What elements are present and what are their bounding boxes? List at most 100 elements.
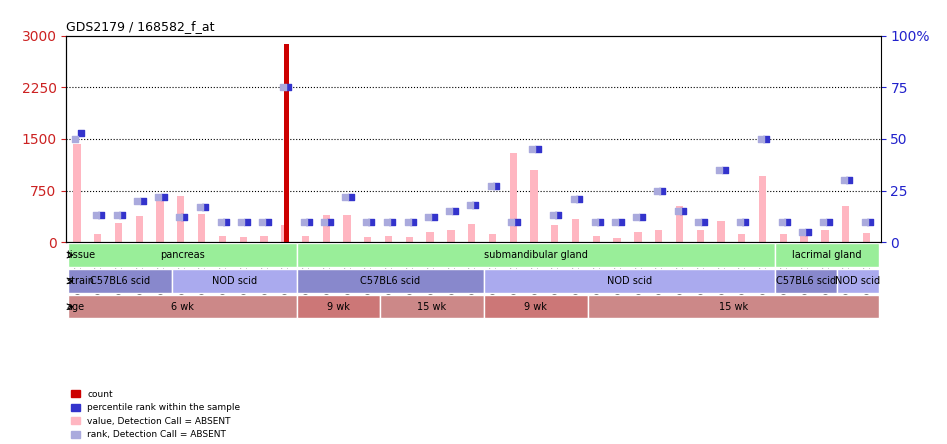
FancyBboxPatch shape (68, 295, 297, 318)
Point (650, 187, 665, 194)
Point (732, 218, 747, 225)
Point (613, 218, 628, 225)
Bar (323, 214, 330, 242)
Bar (738, 234, 745, 242)
Point (753, 135, 768, 143)
Point (696, 218, 711, 225)
Point (364, 218, 379, 225)
Text: C57BL6 scid: C57BL6 scid (360, 276, 420, 286)
Text: 6 wk: 6 wk (171, 302, 194, 312)
FancyBboxPatch shape (484, 270, 775, 293)
Point (774, 218, 789, 225)
Bar (759, 176, 766, 242)
Point (525, 146, 540, 153)
FancyBboxPatch shape (837, 270, 879, 293)
Bar (842, 206, 849, 242)
Point (296, 218, 312, 225)
Bar (468, 224, 475, 242)
Text: GDS2179 / 168582_f_at: GDS2179 / 168582_f_at (66, 20, 215, 33)
Point (836, 177, 851, 184)
Point (629, 214, 644, 221)
Point (670, 208, 686, 215)
Bar (863, 233, 870, 242)
Point (135, 197, 151, 204)
FancyBboxPatch shape (484, 295, 588, 318)
FancyBboxPatch shape (68, 270, 172, 293)
Point (358, 218, 373, 225)
Point (566, 195, 581, 202)
Point (468, 202, 483, 209)
Point (815, 218, 831, 225)
Bar (405, 237, 413, 242)
Point (317, 218, 332, 225)
Text: age: age (66, 302, 85, 312)
Bar (384, 236, 392, 242)
Point (800, 228, 815, 235)
Point (384, 218, 400, 225)
Point (593, 218, 608, 225)
Bar (572, 219, 580, 242)
Point (759, 135, 774, 143)
Point (255, 218, 270, 225)
Point (338, 193, 353, 200)
Point (779, 218, 795, 225)
Point (322, 218, 337, 225)
Point (192, 203, 207, 210)
FancyBboxPatch shape (297, 295, 380, 318)
Bar (284, 44, 289, 242)
Bar (800, 234, 808, 242)
Text: NOD scid: NOD scid (212, 276, 258, 286)
Point (441, 208, 456, 215)
Point (379, 218, 394, 225)
Point (343, 193, 358, 200)
Point (171, 214, 187, 221)
Point (276, 83, 291, 91)
Point (489, 183, 504, 190)
Bar (219, 236, 226, 242)
Point (156, 193, 171, 200)
Point (280, 83, 295, 91)
Point (177, 214, 192, 221)
Bar (177, 196, 185, 242)
Point (115, 212, 130, 219)
Point (545, 212, 561, 219)
Text: 15 wk: 15 wk (719, 302, 748, 312)
Bar (344, 214, 350, 242)
Point (94, 212, 109, 219)
Point (717, 166, 732, 174)
Bar (489, 234, 496, 242)
Point (234, 218, 249, 225)
FancyBboxPatch shape (588, 295, 879, 318)
Point (509, 218, 525, 225)
Point (260, 218, 276, 225)
Text: NOD scid: NOD scid (607, 276, 652, 286)
Point (654, 187, 670, 194)
Legend: count, percentile rank within the sample, value, Detection Call = ABSENT, rank, : count, percentile rank within the sample… (71, 390, 241, 440)
FancyBboxPatch shape (68, 243, 297, 267)
Point (67, 135, 82, 143)
Bar (676, 206, 683, 242)
Text: strain: strain (66, 276, 95, 286)
Bar (240, 237, 247, 242)
FancyBboxPatch shape (172, 270, 297, 293)
Bar (365, 237, 371, 242)
Bar (302, 236, 309, 242)
Text: lacrimal gland: lacrimal gland (792, 250, 862, 260)
Bar (135, 216, 143, 242)
Text: pancreas: pancreas (160, 250, 205, 260)
Point (842, 177, 857, 184)
Point (795, 228, 810, 235)
Text: tissue: tissue (66, 250, 96, 260)
Bar (260, 236, 268, 242)
Point (151, 193, 166, 200)
Point (821, 218, 836, 225)
Bar (447, 230, 455, 242)
Bar (821, 230, 829, 242)
Point (675, 208, 690, 215)
Point (301, 218, 316, 225)
Point (405, 218, 420, 225)
FancyBboxPatch shape (297, 270, 484, 293)
Bar (779, 234, 787, 242)
Bar (593, 236, 600, 242)
Point (690, 218, 706, 225)
